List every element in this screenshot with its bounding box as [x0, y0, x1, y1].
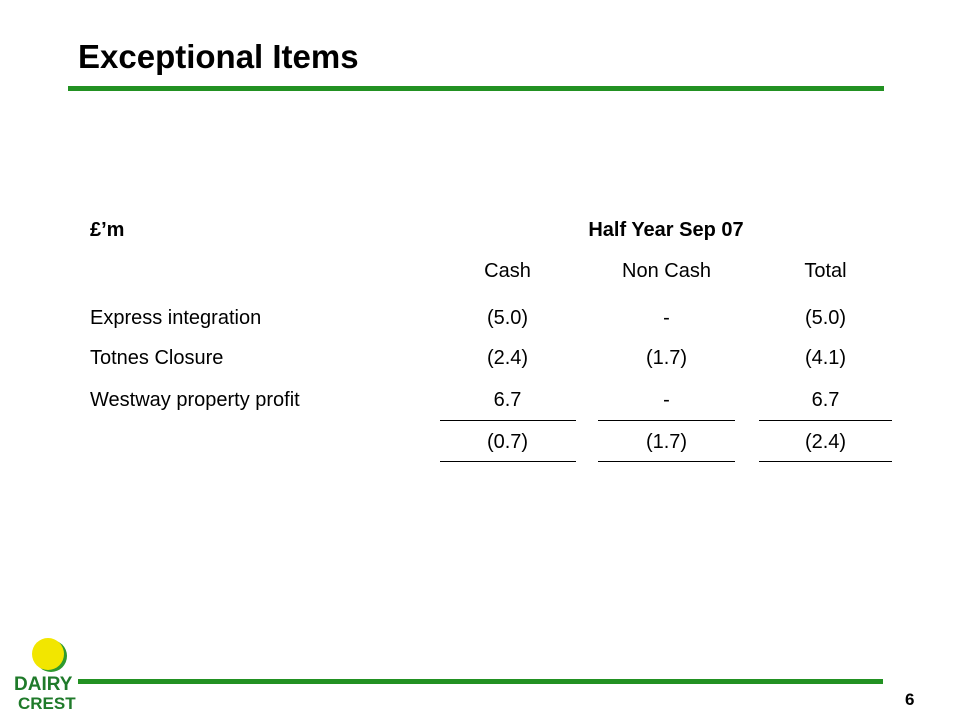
total-cash: (0.7): [486, 431, 529, 453]
cell-express-cash: (5.0): [486, 307, 529, 329]
total-rule-cash: [440, 461, 576, 462]
subtotal-rule-total: [759, 420, 892, 421]
logo-text-line2: CREST: [18, 694, 76, 713]
logo-text-line1: DAIRY: [14, 674, 73, 695]
row-label-express-integration: Express integration: [90, 307, 262, 329]
total-total: (2.4): [804, 431, 847, 453]
dairy-crest-logo: DAIRY CREST: [10, 632, 76, 716]
row-label-totnes-closure: Totnes Closure: [90, 347, 224, 369]
cell-express-non-cash: -: [663, 307, 670, 329]
total-rule-total: [759, 461, 892, 462]
page-number: 6: [905, 690, 915, 709]
cell-totnes-total: (4.1): [804, 347, 847, 369]
total-non-cash: (1.7): [645, 431, 688, 453]
slide-title: Exceptional Items: [78, 38, 359, 75]
period-header: Half Year Sep 07: [588, 219, 744, 241]
column-header-total: Total: [804, 260, 847, 282]
title-divider: [68, 86, 884, 91]
cell-express-total: (5.0): [804, 307, 847, 329]
cell-totnes-cash: (2.4): [486, 347, 529, 369]
column-header-non-cash: Non Cash: [622, 260, 711, 282]
cell-westway-cash: 6.7: [493, 389, 522, 411]
footer-divider: [78, 679, 883, 684]
row-label-westway-property-profit: Westway property profit: [90, 389, 300, 411]
unit-label: £’m: [90, 219, 125, 241]
cell-westway-non-cash: -: [663, 389, 670, 411]
subtotal-rule-cash: [440, 420, 576, 421]
subtotal-rule-non-cash: [598, 420, 735, 421]
column-header-cash: Cash: [484, 260, 531, 282]
logo-sun-icon: [32, 638, 64, 670]
total-rule-non-cash: [598, 461, 735, 462]
cell-westway-total: 6.7: [811, 389, 840, 411]
cell-totnes-non-cash: (1.7): [645, 347, 688, 369]
